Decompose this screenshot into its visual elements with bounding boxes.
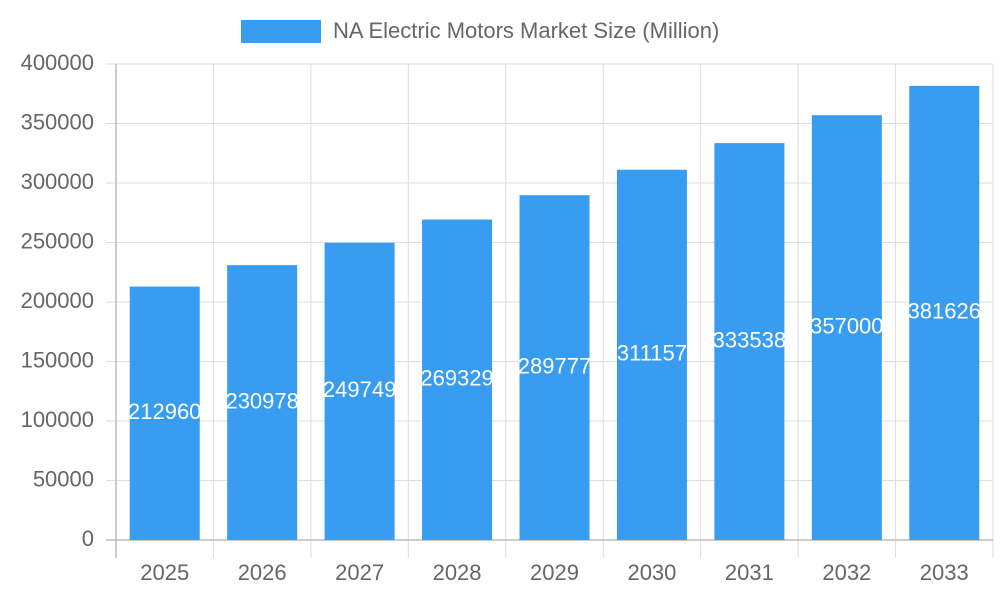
legend-label: NA Electric Motors Market Size (Million) bbox=[333, 18, 719, 43]
bar bbox=[616, 169, 687, 540]
x-tick-label: 2031 bbox=[725, 560, 774, 585]
y-tick-label: 400000 bbox=[21, 50, 94, 75]
bar bbox=[519, 195, 590, 540]
bar bbox=[422, 219, 493, 541]
value-label: 311157 bbox=[617, 341, 687, 366]
value-label: 269329 bbox=[420, 366, 493, 391]
x-tick-label: 2033 bbox=[920, 560, 969, 585]
bar bbox=[129, 286, 200, 540]
y-tick-label: 200000 bbox=[21, 288, 94, 313]
bar bbox=[714, 143, 785, 540]
y-tick-label: 250000 bbox=[21, 228, 94, 253]
x-tick-label: 2027 bbox=[335, 560, 384, 585]
value-label: 381626 bbox=[908, 299, 981, 324]
value-label: 289777 bbox=[518, 353, 591, 378]
x-tick-label: 2025 bbox=[140, 560, 189, 585]
bar bbox=[909, 85, 980, 541]
bar bbox=[811, 115, 882, 541]
x-tick-label: 2030 bbox=[627, 560, 676, 585]
x-tick-label: 2028 bbox=[433, 560, 482, 585]
value-label: 357000 bbox=[810, 313, 883, 338]
bar bbox=[227, 265, 298, 540]
x-tick-label: 2029 bbox=[530, 560, 579, 585]
value-label: 230978 bbox=[225, 388, 298, 413]
value-label: 249749 bbox=[323, 377, 396, 402]
y-tick-label: 300000 bbox=[21, 169, 94, 194]
value-label: 333538 bbox=[713, 327, 786, 352]
x-tick-label: 2032 bbox=[822, 560, 871, 585]
y-tick-label: 350000 bbox=[21, 109, 94, 134]
y-tick-label: 150000 bbox=[21, 347, 94, 372]
x-tick-label: 2026 bbox=[238, 560, 287, 585]
bar bbox=[324, 242, 395, 540]
y-tick-label: 0 bbox=[82, 526, 94, 551]
y-tick-label: 50000 bbox=[33, 466, 94, 491]
y-tick-label: 100000 bbox=[21, 407, 94, 432]
legend-swatch bbox=[241, 20, 321, 43]
value-label: 212960 bbox=[128, 399, 201, 424]
